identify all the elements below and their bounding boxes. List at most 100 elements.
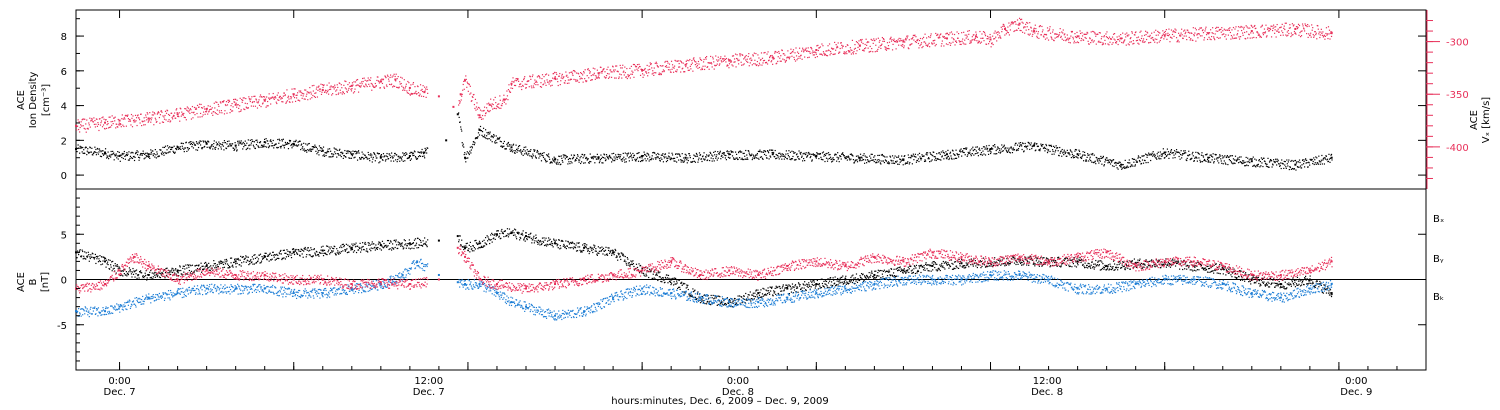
vx-series-sample xyxy=(251,96,253,98)
vx-series-sample xyxy=(402,86,404,88)
vx-series-sample xyxy=(105,119,107,121)
ion-density-series-sample xyxy=(904,155,906,157)
ion-density-series-sample xyxy=(1075,149,1078,151)
vx-series-sample xyxy=(190,109,192,111)
ion-density-series-sample xyxy=(866,156,868,158)
ion-density-series-sample xyxy=(622,152,624,155)
ion-density-series-sample xyxy=(1006,150,1008,153)
vx-series-sample xyxy=(1197,37,1199,39)
vx-series-sample xyxy=(181,111,183,113)
vx-series-sample xyxy=(514,84,517,87)
vx-series-sample xyxy=(1221,34,1223,36)
vx-series-sample xyxy=(360,86,362,88)
ion-density-series-sample xyxy=(623,156,625,158)
ion-density-series-sample xyxy=(1082,151,1084,153)
ion-density-series-sample xyxy=(567,158,570,161)
vx-series-sample xyxy=(162,121,165,124)
vx-series-sample xyxy=(100,122,102,124)
vx-series-sample xyxy=(1194,27,1196,29)
ion-density-series-sample xyxy=(531,157,533,159)
vx-series-sample xyxy=(195,107,197,109)
vx-series-sample xyxy=(560,80,562,82)
ion-density-series-sample xyxy=(313,146,315,148)
ion-density-series-sample xyxy=(1200,154,1203,156)
vx-series-sample xyxy=(396,86,398,88)
vx-series-sample xyxy=(866,41,868,44)
vx-series-sample xyxy=(799,57,801,59)
ion-density-series-sample xyxy=(861,157,863,159)
ion-density-series-sample xyxy=(514,152,516,154)
ion-density-series-sample xyxy=(656,156,658,158)
vx-series-sample xyxy=(173,115,175,117)
vx-series-sample xyxy=(1109,38,1112,40)
ion-density-series-sample xyxy=(1114,161,1117,164)
vx-series-sample xyxy=(639,74,642,76)
vx-series-sample xyxy=(713,61,715,63)
vx-series-sample xyxy=(928,36,930,38)
ion-density-series-sample xyxy=(1237,157,1239,159)
vx-series-sample xyxy=(555,78,557,81)
ion-density-series-sample xyxy=(919,156,921,158)
ion-density-series-sample xyxy=(1043,147,1045,150)
ion-density-series-sample xyxy=(141,154,143,156)
ion-density-series-sample xyxy=(235,145,237,147)
vx-series-sample xyxy=(511,80,513,83)
vx-series-sample xyxy=(843,52,845,55)
vx-series-sample xyxy=(522,85,524,87)
ion-density-series-sample xyxy=(197,146,200,149)
ion-density-series-point xyxy=(641,154,644,157)
ion-density-series-sample xyxy=(1289,166,1291,168)
vx-series-sample xyxy=(269,98,271,101)
vx-series-sample xyxy=(1067,39,1069,41)
vx-series-sample xyxy=(856,50,858,52)
vx-series-sample xyxy=(611,71,613,73)
vx-series-sample xyxy=(888,48,890,50)
ion-density-series-sample xyxy=(1244,161,1246,163)
vx-series-sample xyxy=(1039,25,1041,27)
ion-density-series-sample xyxy=(389,154,391,157)
vx-series xyxy=(75,17,1333,133)
ion-density-series-sample xyxy=(134,156,136,159)
vx-series-sample xyxy=(1320,28,1322,30)
ion-density-series-sample xyxy=(1071,151,1073,153)
ion-density-series-sample xyxy=(1173,150,1176,152)
ion-density-series-sample xyxy=(1080,157,1082,159)
vx-series-sample xyxy=(591,79,593,81)
vx-series-sample xyxy=(1127,43,1129,45)
vx-series-sample xyxy=(844,53,846,55)
ion-density-series-sample xyxy=(840,155,842,158)
ion-density-series-sample xyxy=(540,160,543,162)
vx-series-sample xyxy=(281,101,283,103)
vx-series-sample xyxy=(730,61,733,63)
b-series-bx-sample xyxy=(79,249,81,251)
ion-density-series-sample xyxy=(740,151,742,153)
vx-series-sample xyxy=(1181,28,1183,30)
ion-density-series-sample xyxy=(663,157,666,159)
ion-density-series-sample xyxy=(398,157,400,159)
vx-series-sample xyxy=(1275,26,1277,28)
ion-density-series-sample xyxy=(1227,163,1229,166)
vx-series-sample xyxy=(251,101,253,104)
ion-density-series-sample xyxy=(1063,149,1065,151)
top-panel-frame xyxy=(75,9,1427,190)
vx-series-sample xyxy=(133,121,135,123)
b-series-bx-point xyxy=(263,255,266,258)
ion-density-series-sample xyxy=(730,151,733,153)
vx-series-sample xyxy=(159,122,161,124)
vx-series-sample xyxy=(906,37,908,39)
ion-density-series-sample xyxy=(563,156,565,158)
ion-density-series-point xyxy=(510,146,513,149)
ion-density-series-sample xyxy=(715,157,717,159)
vx-series-sample xyxy=(1117,38,1119,41)
ion-density-series-sample xyxy=(941,155,943,157)
ion-density-series-sample xyxy=(345,152,347,155)
vx-series-sample xyxy=(254,95,256,97)
vx-series-sample xyxy=(331,94,333,96)
ion-density-series-sample xyxy=(146,156,148,158)
ion-density-series-sample xyxy=(985,147,987,149)
ion-density-series-sample xyxy=(379,156,382,158)
vx-series-sample xyxy=(739,53,741,55)
ion-density-series-sample xyxy=(142,150,144,152)
ion-density-series-sample xyxy=(1107,162,1109,164)
vx-series-sample xyxy=(114,116,116,118)
